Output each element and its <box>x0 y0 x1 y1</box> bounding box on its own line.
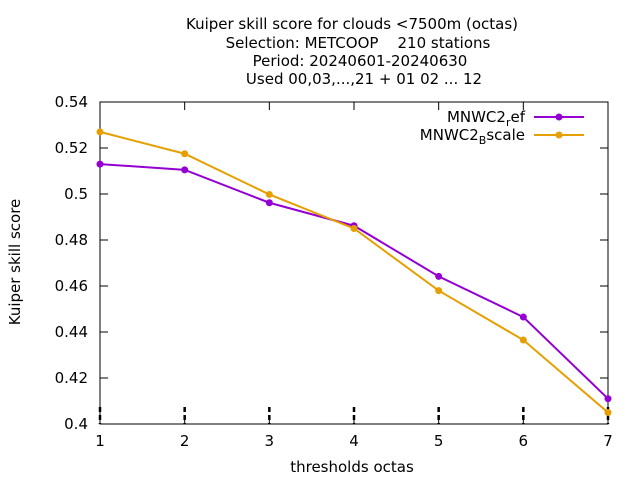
x-tick-label: 7 <box>603 432 613 450</box>
title-line-4: Used 00,03,...,21 + 01 02 ... 12 <box>246 70 482 88</box>
chart-title: Kuiper skill score for clouds <7500m (oc… <box>186 15 518 88</box>
y-tick-labels: 0.4 0.42 0.44 0.46 0.48 0.5 0.52 0.54 <box>55 93 88 433</box>
y-tick-label: 0.46 <box>55 277 88 295</box>
title-line-3: Period: 20240601-20240630 <box>253 52 468 70</box>
title-line-2: Selection: METCOOP 210 stations <box>226 34 491 52</box>
y-axis-label: Kuiper skill score <box>6 199 24 326</box>
title-line-1: Kuiper skill score for clouds <7500m (oc… <box>186 15 518 33</box>
series-2-point <box>181 150 189 158</box>
x-tick-label: 5 <box>434 432 444 450</box>
legend-marker-1 <box>555 113 563 121</box>
series-1-point <box>265 199 273 207</box>
series-1-point <box>181 166 189 174</box>
x-tick-labels: 1 2 3 4 5 6 7 <box>95 432 613 450</box>
series-1-point <box>435 272 443 280</box>
series-line-1 <box>99 163 609 400</box>
x-tick-label: 6 <box>519 432 529 450</box>
y-tick-label: 0.48 <box>55 231 88 249</box>
x-tick-label: 2 <box>180 432 190 450</box>
series-1-point <box>519 313 527 321</box>
y-tick-label: 0.42 <box>55 369 88 387</box>
x-tick-label: 3 <box>265 432 275 450</box>
series-layer <box>96 128 612 416</box>
y-tick-label: 0.54 <box>55 93 88 111</box>
series-2-point <box>519 336 527 344</box>
series-2-point <box>96 128 104 136</box>
series-line-2 <box>99 130 609 414</box>
y-tick-label: 0.52 <box>55 139 88 157</box>
x-tick-label: 1 <box>95 432 105 450</box>
x-tick-label: 4 <box>349 432 359 450</box>
series-2-point <box>265 190 273 198</box>
y-tick-label: 0.4 <box>64 415 88 433</box>
x-axis-label: thresholds octas <box>290 458 414 476</box>
legend-label-1: MNWC2ref <box>447 108 526 129</box>
axis-ticks <box>98 101 610 425</box>
series-1-point <box>604 395 612 403</box>
y-tick-label: 0.44 <box>55 323 88 341</box>
series-2-point <box>350 225 358 232</box>
plot-border <box>99 101 609 425</box>
series-2-point <box>435 287 443 295</box>
legend-label-2: MNWC2Bscale <box>420 126 525 147</box>
legend-marker-2 <box>555 131 563 139</box>
series-1-point <box>96 160 104 168</box>
series-2-point <box>604 409 612 416</box>
y-tick-label: 0.5 <box>64 185 88 203</box>
